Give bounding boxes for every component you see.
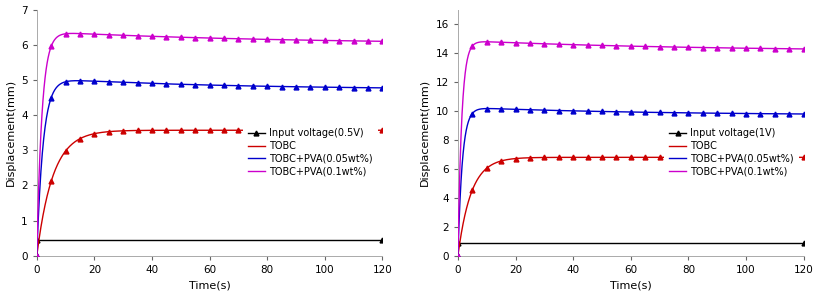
TOBC+PVA(0.1wt%) bbox=[799, 47, 808, 51]
TOBC+PVA(0.05wt%) bbox=[799, 112, 808, 116]
TOBC+PVA(0.1wt%) bbox=[32, 254, 42, 258]
TOBC bbox=[453, 254, 463, 258]
TOBC+PVA(0.05wt%) bbox=[605, 110, 615, 113]
Y-axis label: Displacement(mm): Displacement(mm) bbox=[6, 79, 16, 186]
TOBC+PVA(0.05wt%) bbox=[690, 111, 700, 115]
TOBC+PVA(0.05wt%) bbox=[308, 85, 318, 89]
TOBC+PVA(0.1wt%) bbox=[67, 32, 77, 35]
TOBC+PVA(0.05wt%) bbox=[269, 85, 279, 88]
TOBC+PVA(0.1wt%) bbox=[67, 32, 77, 35]
TOBC+PVA(0.1wt%) bbox=[481, 40, 491, 44]
TOBC bbox=[605, 156, 615, 159]
TOBC bbox=[269, 128, 279, 132]
TOBC+PVA(0.1wt%) bbox=[690, 46, 700, 49]
X-axis label: Time(s): Time(s) bbox=[610, 280, 652, 290]
Line: TOBC+PVA(0.1wt%): TOBC+PVA(0.1wt%) bbox=[37, 33, 382, 256]
TOBC bbox=[308, 128, 318, 132]
TOBC+PVA(0.1wt%) bbox=[378, 40, 387, 43]
TOBC+PVA(0.05wt%) bbox=[184, 83, 194, 86]
Legend: Input voltage(1V), TOBC, TOBC+PVA(0.05wt%), TOBC+PVA(0.1wt%): Input voltage(1V), TOBC, TOBC+PVA(0.05wt… bbox=[664, 123, 799, 182]
TOBC+PVA(0.05wt%) bbox=[72, 79, 82, 83]
TOBC+PVA(0.1wt%) bbox=[593, 44, 603, 47]
Line: TOBC: TOBC bbox=[458, 157, 803, 256]
TOBC+PVA(0.1wt%) bbox=[723, 46, 733, 50]
Line: TOBC+PVA(0.05wt%): TOBC+PVA(0.05wt%) bbox=[37, 81, 382, 256]
TOBC+PVA(0.05wt%) bbox=[67, 79, 77, 83]
TOBC+PVA(0.1wt%) bbox=[172, 35, 182, 39]
TOBC bbox=[722, 156, 732, 159]
X-axis label: Time(s): Time(s) bbox=[188, 280, 230, 290]
TOBC bbox=[378, 128, 387, 132]
TOBC+PVA(0.1wt%) bbox=[489, 40, 499, 44]
TOBC bbox=[729, 156, 739, 159]
TOBC+PVA(0.05wt%) bbox=[593, 110, 603, 113]
TOBC+PVA(0.05wt%) bbox=[378, 86, 387, 90]
Legend: Input voltage(0.5V), TOBC, TOBC+PVA(0.05wt%), TOBC+PVA(0.1wt%): Input voltage(0.5V), TOBC, TOBC+PVA(0.05… bbox=[242, 123, 378, 182]
TOBC+PVA(0.05wt%) bbox=[172, 82, 182, 86]
TOBC+PVA(0.05wt%) bbox=[453, 254, 463, 258]
TOBC+PVA(0.1wt%) bbox=[308, 38, 318, 42]
TOBC+PVA(0.05wt%) bbox=[483, 107, 493, 110]
Line: TOBC: TOBC bbox=[37, 130, 382, 256]
TOBC+PVA(0.1wt%) bbox=[453, 254, 463, 258]
TOBC+PVA(0.05wt%) bbox=[723, 112, 733, 115]
Y-axis label: Displacement(mm): Displacement(mm) bbox=[420, 79, 430, 186]
TOBC bbox=[593, 156, 603, 159]
TOBC+PVA(0.1wt%) bbox=[301, 38, 311, 42]
TOBC+PVA(0.1wt%) bbox=[184, 36, 194, 39]
TOBC bbox=[32, 254, 42, 258]
TOBC+PVA(0.1wt%) bbox=[729, 46, 739, 50]
Line: TOBC+PVA(0.1wt%): TOBC+PVA(0.1wt%) bbox=[458, 42, 803, 256]
TOBC+PVA(0.1wt%) bbox=[269, 38, 279, 41]
TOBC+PVA(0.1wt%) bbox=[605, 44, 615, 47]
TOBC bbox=[690, 156, 700, 159]
TOBC bbox=[172, 128, 182, 132]
TOBC+PVA(0.05wt%) bbox=[32, 254, 42, 258]
TOBC bbox=[184, 128, 194, 132]
TOBC bbox=[799, 156, 808, 159]
TOBC bbox=[67, 142, 77, 146]
TOBC bbox=[488, 162, 498, 166]
TOBC+PVA(0.05wt%) bbox=[489, 107, 499, 110]
Line: TOBC+PVA(0.05wt%): TOBC+PVA(0.05wt%) bbox=[458, 109, 803, 256]
TOBC+PVA(0.05wt%) bbox=[729, 112, 739, 115]
TOBC+PVA(0.05wt%) bbox=[301, 85, 311, 89]
TOBC bbox=[301, 128, 311, 132]
